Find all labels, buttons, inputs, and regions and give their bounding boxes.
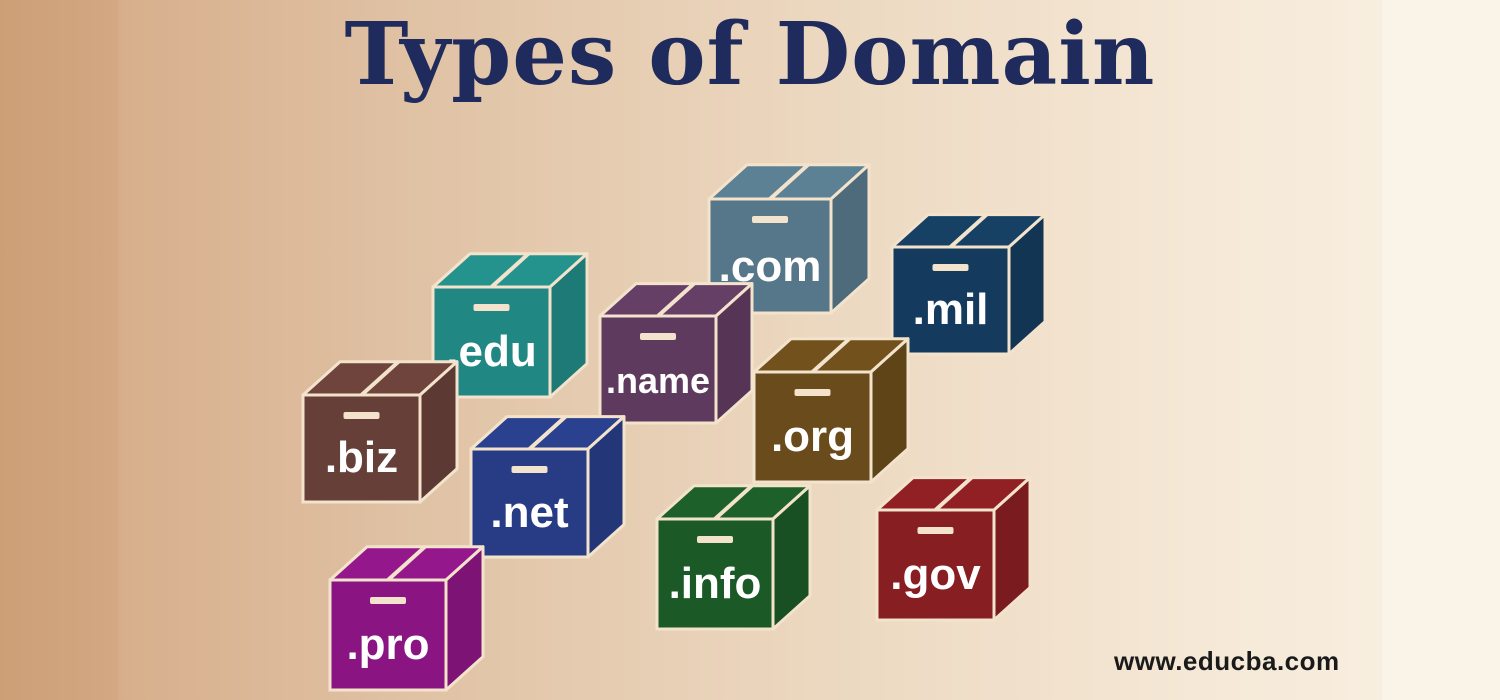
box-label-mil: .mil	[913, 285, 989, 334]
background-left-strip	[0, 0, 118, 700]
box-tape	[768, 163, 810, 201]
box-front-face	[890, 245, 1011, 356]
box-tape	[713, 484, 754, 521]
box-label-edu: .edu	[446, 327, 536, 376]
box-label-gov: .gov	[890, 550, 981, 599]
box-label-info: .info	[669, 559, 762, 608]
box-handle	[752, 216, 788, 223]
box-tape	[949, 213, 988, 249]
box-handle	[917, 527, 954, 534]
box-label-org: .org	[771, 412, 854, 461]
box-handle	[697, 536, 733, 543]
box-biz: .biz	[301, 360, 459, 504]
box-com: .com	[707, 163, 871, 315]
background-right-strip	[1382, 0, 1500, 700]
box-handle	[473, 304, 510, 311]
box-tape	[360, 360, 400, 397]
box-org: .org	[752, 337, 910, 484]
box-handle	[343, 412, 380, 419]
box-handle	[370, 597, 406, 604]
box-handle	[932, 264, 969, 271]
box-handle	[511, 466, 548, 473]
box-net: .net	[469, 415, 626, 559]
box-tape	[528, 415, 567, 451]
box-tape	[811, 337, 851, 374]
box-label-net: .net	[490, 488, 569, 537]
box-tape	[386, 545, 427, 582]
box-label-name: .name	[606, 360, 710, 401]
box-info: .info	[655, 484, 812, 631]
box-handle	[640, 333, 676, 340]
box-tape	[934, 476, 973, 512]
box-handle	[794, 389, 831, 396]
box-gov: .gov	[875, 476, 1032, 622]
website-url: www.educba.com	[1114, 646, 1340, 676]
box-front-face	[598, 314, 718, 425]
box-label-pro: .pro	[346, 620, 429, 669]
box-tape	[656, 282, 696, 318]
box-front-face	[875, 508, 996, 622]
box-mil: .mil	[890, 213, 1047, 356]
box-tape	[490, 252, 530, 289]
page-title: Types of Domain	[344, 4, 1156, 105]
box-name: .name	[598, 282, 754, 425]
box-label-biz: .biz	[325, 433, 398, 482]
box-pro: .pro	[328, 545, 485, 692]
